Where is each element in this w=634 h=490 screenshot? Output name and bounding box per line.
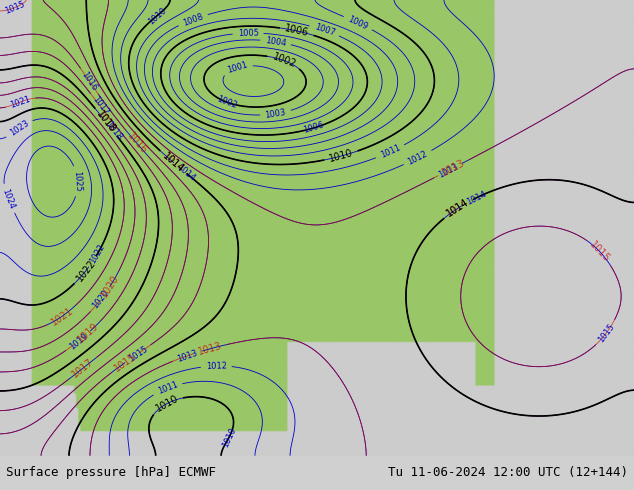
Text: 1012: 1012 <box>205 361 227 371</box>
Text: 1013: 1013 <box>176 348 199 364</box>
Text: 1021: 1021 <box>49 305 75 327</box>
Text: 1006: 1006 <box>284 24 310 38</box>
Text: 1013: 1013 <box>441 158 467 178</box>
Text: 1004: 1004 <box>264 36 287 48</box>
Text: 1019: 1019 <box>75 321 101 345</box>
Text: 1016: 1016 <box>126 131 149 156</box>
Text: 1014: 1014 <box>445 197 471 219</box>
Text: 1002: 1002 <box>271 51 297 70</box>
Text: 1020: 1020 <box>100 273 121 299</box>
Text: 1010: 1010 <box>221 426 238 449</box>
Text: 1013: 1013 <box>197 341 223 357</box>
Text: Tu 11-06-2024 12:00 UTC (12+144): Tu 11-06-2024 12:00 UTC (12+144) <box>387 466 628 479</box>
Text: Surface pressure [hPa] ECMWF: Surface pressure [hPa] ECMWF <box>6 466 216 479</box>
Text: 1014: 1014 <box>161 150 186 174</box>
Text: 1014: 1014 <box>445 197 471 219</box>
Text: 1011: 1011 <box>156 380 179 396</box>
Text: 1015: 1015 <box>3 0 26 16</box>
Text: 1013: 1013 <box>437 162 460 179</box>
Text: 1007: 1007 <box>313 23 336 38</box>
Text: 1018: 1018 <box>103 120 123 142</box>
Text: 1014: 1014 <box>465 189 488 206</box>
Text: 1022: 1022 <box>88 243 107 265</box>
Text: 1010: 1010 <box>146 5 168 26</box>
Text: 1023: 1023 <box>8 119 30 138</box>
Text: 1014: 1014 <box>175 163 197 183</box>
Text: 1008: 1008 <box>181 12 204 27</box>
Text: 1002: 1002 <box>216 94 238 110</box>
Text: 1009: 1009 <box>347 14 370 31</box>
Text: 1020: 1020 <box>91 289 110 311</box>
Text: 1012: 1012 <box>406 149 429 167</box>
Text: 1014: 1014 <box>161 150 186 174</box>
Text: 1024: 1024 <box>1 187 16 210</box>
Text: 1016: 1016 <box>80 70 99 93</box>
Text: 1010: 1010 <box>328 148 354 164</box>
Text: 1010: 1010 <box>153 393 180 414</box>
Text: 1025: 1025 <box>72 170 82 192</box>
Text: 1021: 1021 <box>9 94 32 110</box>
Text: 1018: 1018 <box>94 109 117 135</box>
Text: 1003: 1003 <box>264 108 287 120</box>
Text: 1011: 1011 <box>378 144 401 160</box>
Text: 1022: 1022 <box>74 258 98 283</box>
Text: 1005: 1005 <box>238 28 259 38</box>
Text: 1001: 1001 <box>226 60 249 75</box>
Text: 1017: 1017 <box>70 357 96 380</box>
Text: 1015: 1015 <box>588 240 612 264</box>
Text: 1019: 1019 <box>67 331 89 351</box>
Text: 1006: 1006 <box>302 121 325 135</box>
Text: 1015: 1015 <box>127 344 149 364</box>
Text: 1015: 1015 <box>597 322 616 344</box>
Text: 1017: 1017 <box>90 95 110 117</box>
Text: 1015: 1015 <box>112 351 138 374</box>
Text: 1018: 1018 <box>94 109 117 135</box>
